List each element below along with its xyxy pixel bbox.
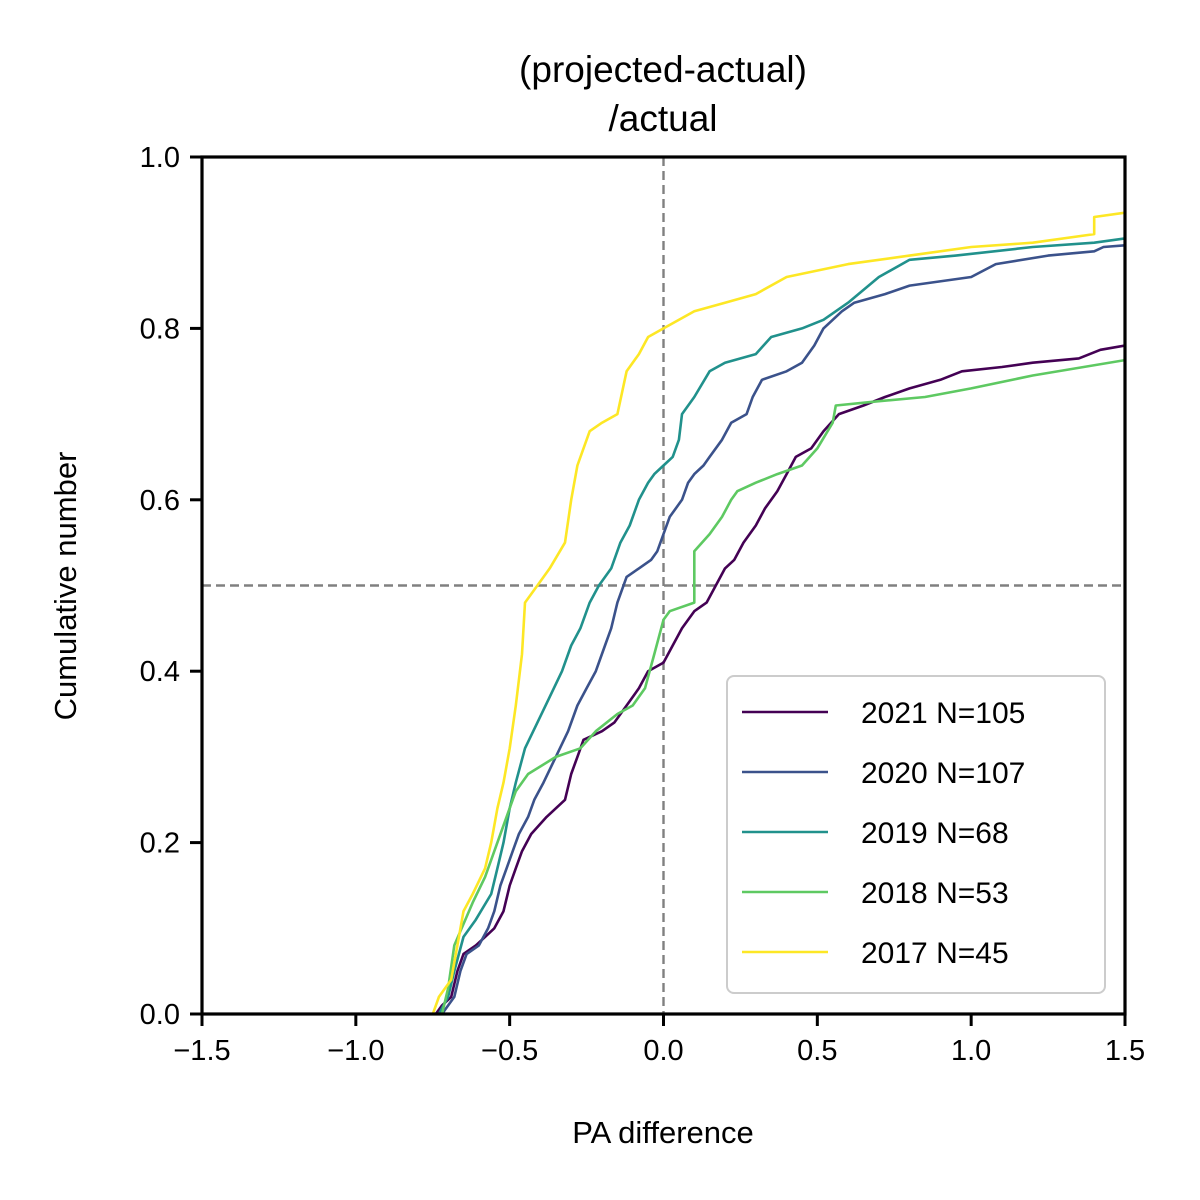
y-tick-label: 0.4 xyxy=(140,656,180,688)
chart-title-line-2: /actual xyxy=(608,98,717,139)
series-line-0 xyxy=(434,344,1125,1014)
series-line-2 xyxy=(437,237,1125,1014)
x-tick-label: −1.0 xyxy=(327,1035,384,1067)
series-line-3 xyxy=(440,358,1125,1014)
legend-label-0: 2021 N=105 xyxy=(861,697,1025,730)
x-tick-label: 0.0 xyxy=(643,1035,683,1067)
series-line-1 xyxy=(440,244,1125,1014)
legend-box xyxy=(726,675,1106,994)
y-axis-ticks: 0.0 0.2 0.4 0.6 0.8 1.0 xyxy=(140,142,202,1031)
data-series xyxy=(431,211,1125,1014)
x-tick-label: −1.5 xyxy=(173,1035,230,1067)
chart-title-line-1: (projected-actual) xyxy=(519,49,807,90)
x-tick-label: 1.5 xyxy=(1105,1035,1145,1067)
legend-label-2: 2019 N=68 xyxy=(861,817,1009,850)
x-tick-label: 1.0 xyxy=(951,1035,991,1067)
y-tick-label: 1.0 xyxy=(140,142,180,174)
legend-label-1: 2020 N=107 xyxy=(861,757,1025,790)
y-tick-label: 0.6 xyxy=(140,485,180,517)
legend-label-3: 2018 N=53 xyxy=(861,877,1009,910)
legend-label-4: 2017 N=45 xyxy=(861,937,1009,970)
x-axis-label: PA difference xyxy=(572,1115,754,1150)
x-tick-label: −0.5 xyxy=(481,1035,538,1067)
series-line-4 xyxy=(431,211,1125,1014)
y-tick-label: 0.2 xyxy=(140,828,180,860)
x-tick-label: 0.5 xyxy=(797,1035,837,1067)
y-tick-label: 0.0 xyxy=(140,999,180,1031)
reference-lines xyxy=(202,157,1125,1014)
y-tick-label: 0.8 xyxy=(140,313,180,345)
y-axis-label: Cumulative number xyxy=(48,452,83,721)
legend: 2021 N=105 2020 N=107 2019 N=68 2018 N=53 20… xyxy=(726,675,1106,994)
x-axis-ticks: −1.5 −1.0 −0.5 0.0 0.5 1.0 1.5 xyxy=(173,1014,1145,1067)
